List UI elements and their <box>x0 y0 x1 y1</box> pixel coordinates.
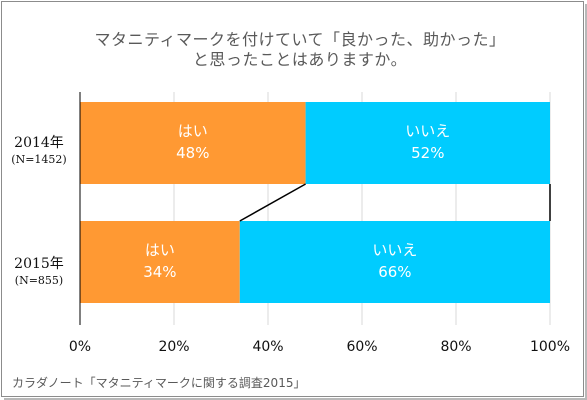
x-tick-label: 100% <box>530 339 570 355</box>
x-tick-label: 40% <box>252 339 283 355</box>
frame-shadow-right <box>585 4 587 400</box>
category-sample-size: (N=855) <box>14 274 64 287</box>
source-note: カラダノート「マタニティマークに関する調査2015」 <box>12 376 306 390</box>
category-sample-size: (N=1452) <box>11 153 67 166</box>
bar-segment <box>239 221 551 303</box>
category-label-2014: 2014年 (N=1452) <box>4 132 74 166</box>
x-tick-label: 80% <box>440 339 471 355</box>
segment-value-label: 34% <box>143 263 176 281</box>
category-year: 2015年 <box>14 256 64 272</box>
frame-shadow-bottom <box>4 398 587 400</box>
category-year: 2014年 <box>14 135 64 151</box>
segment-series-label: いいえ <box>405 122 450 140</box>
series-connector-line <box>239 183 306 222</box>
category-label-2015: 2015年 (N=855) <box>4 253 74 287</box>
chart-title-line-2: と思ったことはありますか。 <box>192 50 408 69</box>
x-tick-label: 20% <box>158 339 189 355</box>
segment-series-label: はい <box>178 122 208 140</box>
bar-segment <box>305 102 550 184</box>
bar-segment <box>80 221 240 303</box>
segment-value-label: 48% <box>176 144 209 162</box>
x-tick-label: 60% <box>346 339 377 355</box>
segment-value-label: 66% <box>378 263 411 281</box>
bar-segment <box>80 102 306 184</box>
segment-series-label: いいえ <box>372 241 417 259</box>
segment-value-label: 52% <box>411 144 444 162</box>
segment-series-label: はい <box>145 241 175 259</box>
x-tick-label: 0% <box>69 339 91 355</box>
chart-title-line-1: マタニティマークを付けていて「良かった、助かった」 <box>94 30 506 49</box>
